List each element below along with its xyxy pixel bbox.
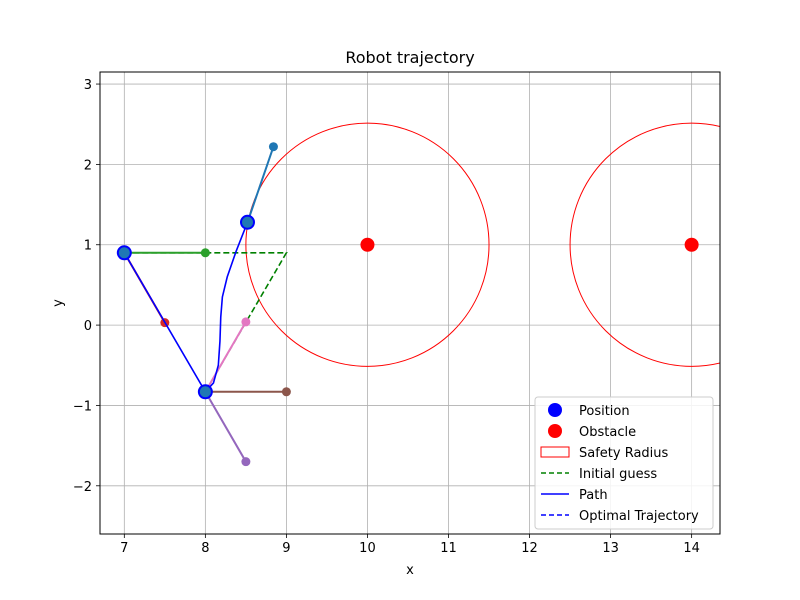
legend-label: Optimal Trajectory bbox=[579, 509, 699, 524]
y-tick-label: −2 bbox=[73, 480, 92, 495]
x-tick-label: 14 bbox=[683, 541, 700, 556]
pose-marker-line bbox=[204, 391, 247, 463]
y-tick-label: −1 bbox=[73, 399, 92, 414]
legend: Position Obstacle Safety Radius Initial gue… bbox=[534, 396, 714, 530]
path-line bbox=[123, 221, 249, 394]
pose-marker-line bbox=[204, 321, 247, 393]
chart-title: Robot trajectory bbox=[345, 48, 474, 67]
x-tick-label: 13 bbox=[602, 541, 619, 556]
x-axis-label: x bbox=[406, 563, 414, 578]
grid bbox=[100, 72, 720, 534]
x-tick-label: 7 bbox=[120, 541, 128, 556]
position-point bbox=[197, 384, 213, 400]
obstacle-point bbox=[360, 237, 375, 252]
y-tick-label: 2 bbox=[84, 158, 92, 173]
pose-marker-point bbox=[200, 248, 210, 258]
pose-marker-point bbox=[268, 142, 278, 152]
legend-handle-rect bbox=[540, 446, 570, 458]
legend-label: Position bbox=[579, 404, 630, 419]
obstacle-point bbox=[684, 237, 699, 252]
safety-radius-circle bbox=[245, 122, 490, 367]
position-point bbox=[240, 214, 256, 230]
legend-label: Path bbox=[579, 488, 608, 503]
pose-marker-point bbox=[281, 387, 291, 397]
plot-area bbox=[116, 122, 720, 467]
x-tick-label: 11 bbox=[440, 541, 457, 556]
pose-marker-point bbox=[241, 457, 251, 467]
plot-frame bbox=[99, 71, 721, 535]
x-tick-label: 9 bbox=[282, 541, 290, 556]
legend-handle-dot bbox=[548, 424, 562, 438]
pose-marker-line bbox=[246, 146, 275, 223]
y-tick-label: 3 bbox=[84, 78, 92, 93]
y-tick-label: 1 bbox=[84, 239, 92, 254]
x-tick-label: 8 bbox=[201, 541, 209, 556]
x-tick-label: 10 bbox=[359, 541, 376, 556]
legend-label: Obstacle bbox=[579, 425, 636, 440]
pose-marker-point bbox=[241, 317, 251, 327]
safety-radius-circle bbox=[569, 122, 720, 367]
x-tick-label: 12 bbox=[521, 541, 538, 556]
legend-label: Initial guess bbox=[579, 467, 657, 482]
position-point bbox=[116, 245, 132, 261]
legend-box bbox=[534, 396, 714, 530]
legend-label: Safety Radius bbox=[579, 446, 669, 461]
y-tick-label: 0 bbox=[84, 319, 92, 334]
y-axis-label: y bbox=[51, 299, 66, 307]
legend-handle-dot bbox=[548, 403, 562, 417]
